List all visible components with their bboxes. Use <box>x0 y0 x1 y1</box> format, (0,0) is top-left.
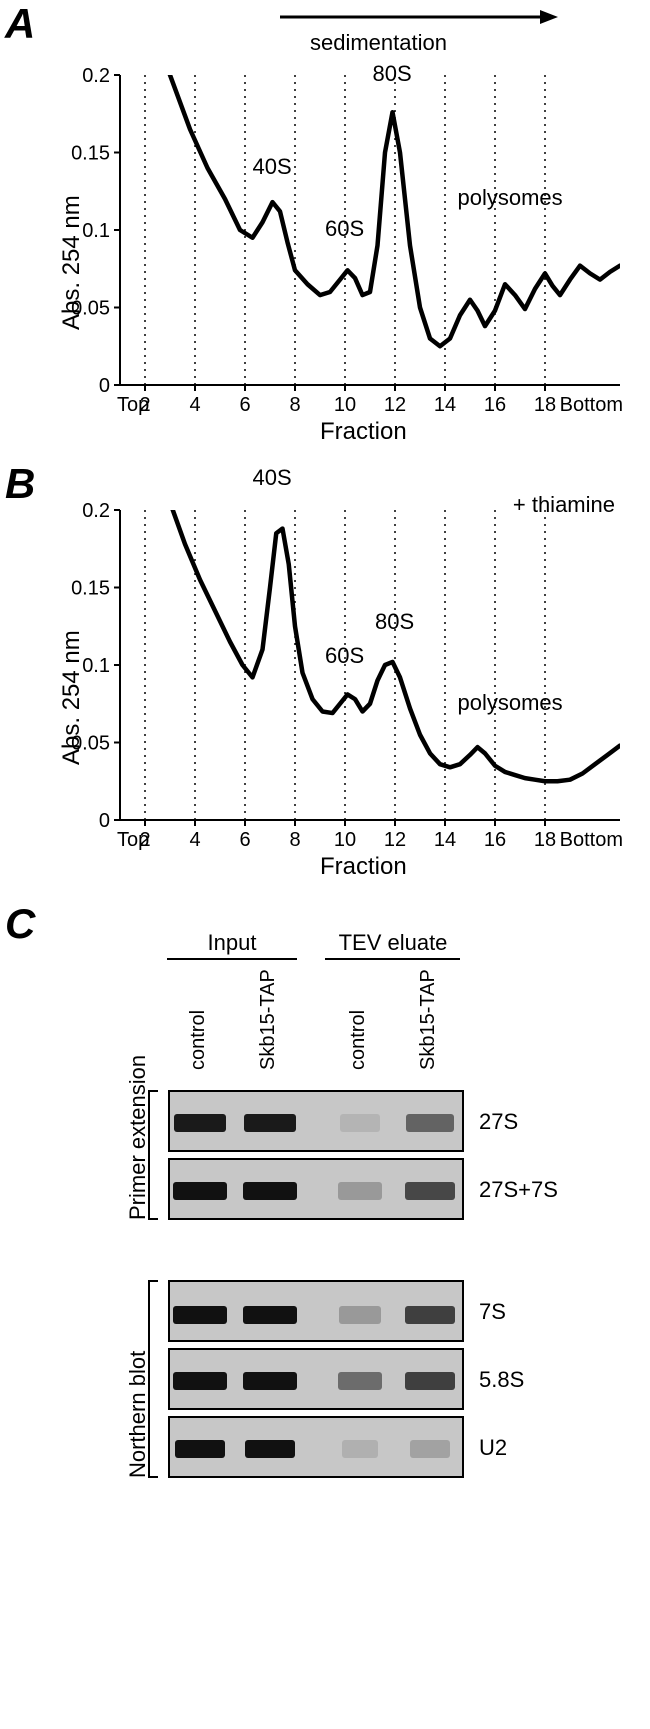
method-label: Northern blot <box>125 1351 151 1478</box>
gel-band <box>405 1306 455 1324</box>
svg-text:0: 0 <box>99 810 110 832</box>
gel-band <box>406 1114 454 1132</box>
group-input-underline <box>167 958 297 960</box>
gel-band <box>173 1306 227 1324</box>
gel-band <box>410 1440 450 1458</box>
group-input-label: Input <box>167 930 297 956</box>
svg-text:4: 4 <box>189 829 200 851</box>
svg-text:Bottom: Bottom <box>560 394 623 416</box>
panel-a-svg: 00.050.10.150.224681012141618TopBottom <box>120 75 620 385</box>
svg-text:10: 10 <box>334 829 356 851</box>
sedimentation-arrow <box>280 8 560 31</box>
chart-annotation: 40S <box>253 465 292 491</box>
svg-text:18: 18 <box>534 829 556 851</box>
panel-c: C Input TEV eluate control Skb15-TAP con… <box>0 900 650 1720</box>
gel-band <box>338 1372 382 1390</box>
gel-strip-label: 27S <box>479 1109 518 1135</box>
svg-text:0: 0 <box>99 375 110 397</box>
gel-band <box>405 1372 455 1390</box>
svg-text:8: 8 <box>289 394 300 416</box>
gel-band <box>173 1372 227 1390</box>
gel-band <box>243 1182 297 1200</box>
svg-text:10: 10 <box>334 394 356 416</box>
panel-a-ylabel: Abs. 254 nm <box>58 195 86 330</box>
gel-band <box>340 1114 380 1132</box>
lane2-label: Skb15-TAP <box>257 969 280 1070</box>
svg-text:0.2: 0.2 <box>82 500 110 522</box>
gel-strip <box>168 1280 464 1342</box>
gel-band <box>243 1306 297 1324</box>
svg-text:0.1: 0.1 <box>82 655 110 677</box>
gel-band <box>342 1440 378 1458</box>
svg-text:0.15: 0.15 <box>71 143 110 165</box>
method-label: Primer extension <box>125 1055 151 1220</box>
panel-c-letter: C <box>5 900 35 948</box>
gel-band <box>338 1182 382 1200</box>
svg-text:0.15: 0.15 <box>71 578 110 600</box>
panel-b-letter: B <box>5 460 35 508</box>
gel-strip <box>168 1090 464 1152</box>
sedimentation-label: sedimentation <box>310 30 447 56</box>
svg-text:12: 12 <box>384 394 406 416</box>
chart-annotation: 40S <box>253 154 292 180</box>
panel-b-xlabel: Fraction <box>320 853 407 881</box>
gel-strip-label: 27S+7S <box>479 1177 558 1203</box>
svg-text:Bottom: Bottom <box>560 829 623 851</box>
gel-strip-label: 7S <box>479 1299 506 1325</box>
gel-band <box>244 1114 296 1132</box>
gel-band <box>339 1306 381 1324</box>
gel-strip <box>168 1348 464 1410</box>
chart-annotation: 60S <box>325 643 364 669</box>
svg-text:18: 18 <box>534 394 556 416</box>
gel-strip <box>168 1416 464 1478</box>
gel-strip-label: U2 <box>479 1435 507 1461</box>
panel-b-plot: 00.050.10.150.224681012141618TopBottom 4… <box>120 510 620 820</box>
svg-text:4: 4 <box>189 394 200 416</box>
chart-annotation: 80S <box>375 609 414 635</box>
chart-annotation: 60S <box>325 216 364 242</box>
svg-text:0.2: 0.2 <box>82 65 110 87</box>
panel-b: B + thiamine 00.050.10.150.2246810121416… <box>0 470 650 900</box>
panel-a-letter: A <box>5 0 35 48</box>
svg-text:Top: Top <box>117 394 149 416</box>
gel-band <box>243 1372 297 1390</box>
panel-a-xlabel: Fraction <box>320 418 407 446</box>
svg-text:8: 8 <box>289 829 300 851</box>
gel-band <box>173 1182 227 1200</box>
svg-text:12: 12 <box>384 829 406 851</box>
chart-annotation: polysomes <box>458 185 563 211</box>
svg-text:16: 16 <box>484 394 506 416</box>
group-tev-underline <box>325 958 460 960</box>
lane3-label: control <box>347 1010 370 1070</box>
svg-text:0.1: 0.1 <box>82 220 110 242</box>
panel-b-ylabel: Abs. 254 nm <box>58 630 86 765</box>
svg-text:16: 16 <box>484 829 506 851</box>
lane4-label: Skb15-TAP <box>417 969 440 1070</box>
svg-text:6: 6 <box>239 829 250 851</box>
chart-annotation: polysomes <box>458 690 563 716</box>
group-tev-label: TEV eluate <box>318 930 468 956</box>
panel-a: A sedimentation 00.050.10.150.2246810121… <box>0 0 650 470</box>
chart-annotation: 80S <box>373 61 412 87</box>
gel-band <box>175 1440 225 1458</box>
figure: A sedimentation 00.050.10.150.2246810121… <box>0 0 650 1720</box>
svg-text:6: 6 <box>239 394 250 416</box>
gel-band <box>405 1182 455 1200</box>
panel-a-plot: 00.050.10.150.224681012141618TopBottom 4… <box>120 75 620 385</box>
gel-band <box>245 1440 295 1458</box>
gel-strip-label: 5.8S <box>479 1367 524 1393</box>
svg-text:14: 14 <box>434 394 456 416</box>
svg-text:Top: Top <box>117 829 149 851</box>
panel-b-svg: 00.050.10.150.224681012141618TopBottom <box>120 510 620 820</box>
gel-strip <box>168 1158 464 1220</box>
svg-text:14: 14 <box>434 829 456 851</box>
lane1-label: control <box>187 1010 210 1070</box>
gel-band <box>174 1114 226 1132</box>
